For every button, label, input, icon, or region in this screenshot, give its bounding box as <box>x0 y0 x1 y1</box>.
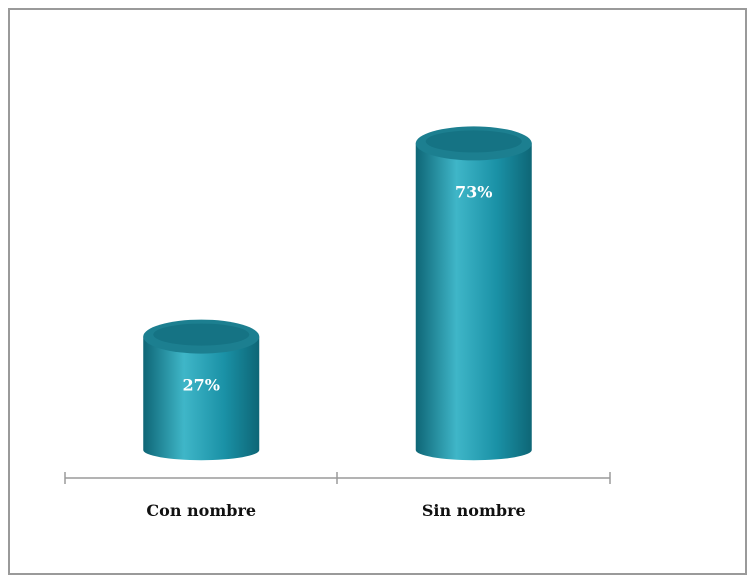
data-label: 73% <box>455 182 492 201</box>
x-tick-label: Con nombre <box>146 501 256 520</box>
x-axis <box>64 472 611 484</box>
bar-body <box>143 336 260 461</box>
chart-frame: 27% Con nombre 73% Sin nombre <box>8 8 747 575</box>
labels-layer: 27% Con nombre 73% Sin nombre <box>146 182 525 520</box>
bar-top-shade <box>153 323 250 346</box>
bars-layer <box>143 126 532 461</box>
x-tick-label: Sin nombre <box>422 501 526 520</box>
bar-body <box>415 143 532 461</box>
bar-0 <box>143 319 260 461</box>
data-label: 27% <box>183 376 220 395</box>
bar-1 <box>415 126 532 461</box>
bar-chart: 27% Con nombre 73% Sin nombre <box>64 126 611 520</box>
bar-top-cap <box>415 126 532 161</box>
bar-top-shade <box>425 130 522 153</box>
bar-top-cap <box>143 319 260 354</box>
